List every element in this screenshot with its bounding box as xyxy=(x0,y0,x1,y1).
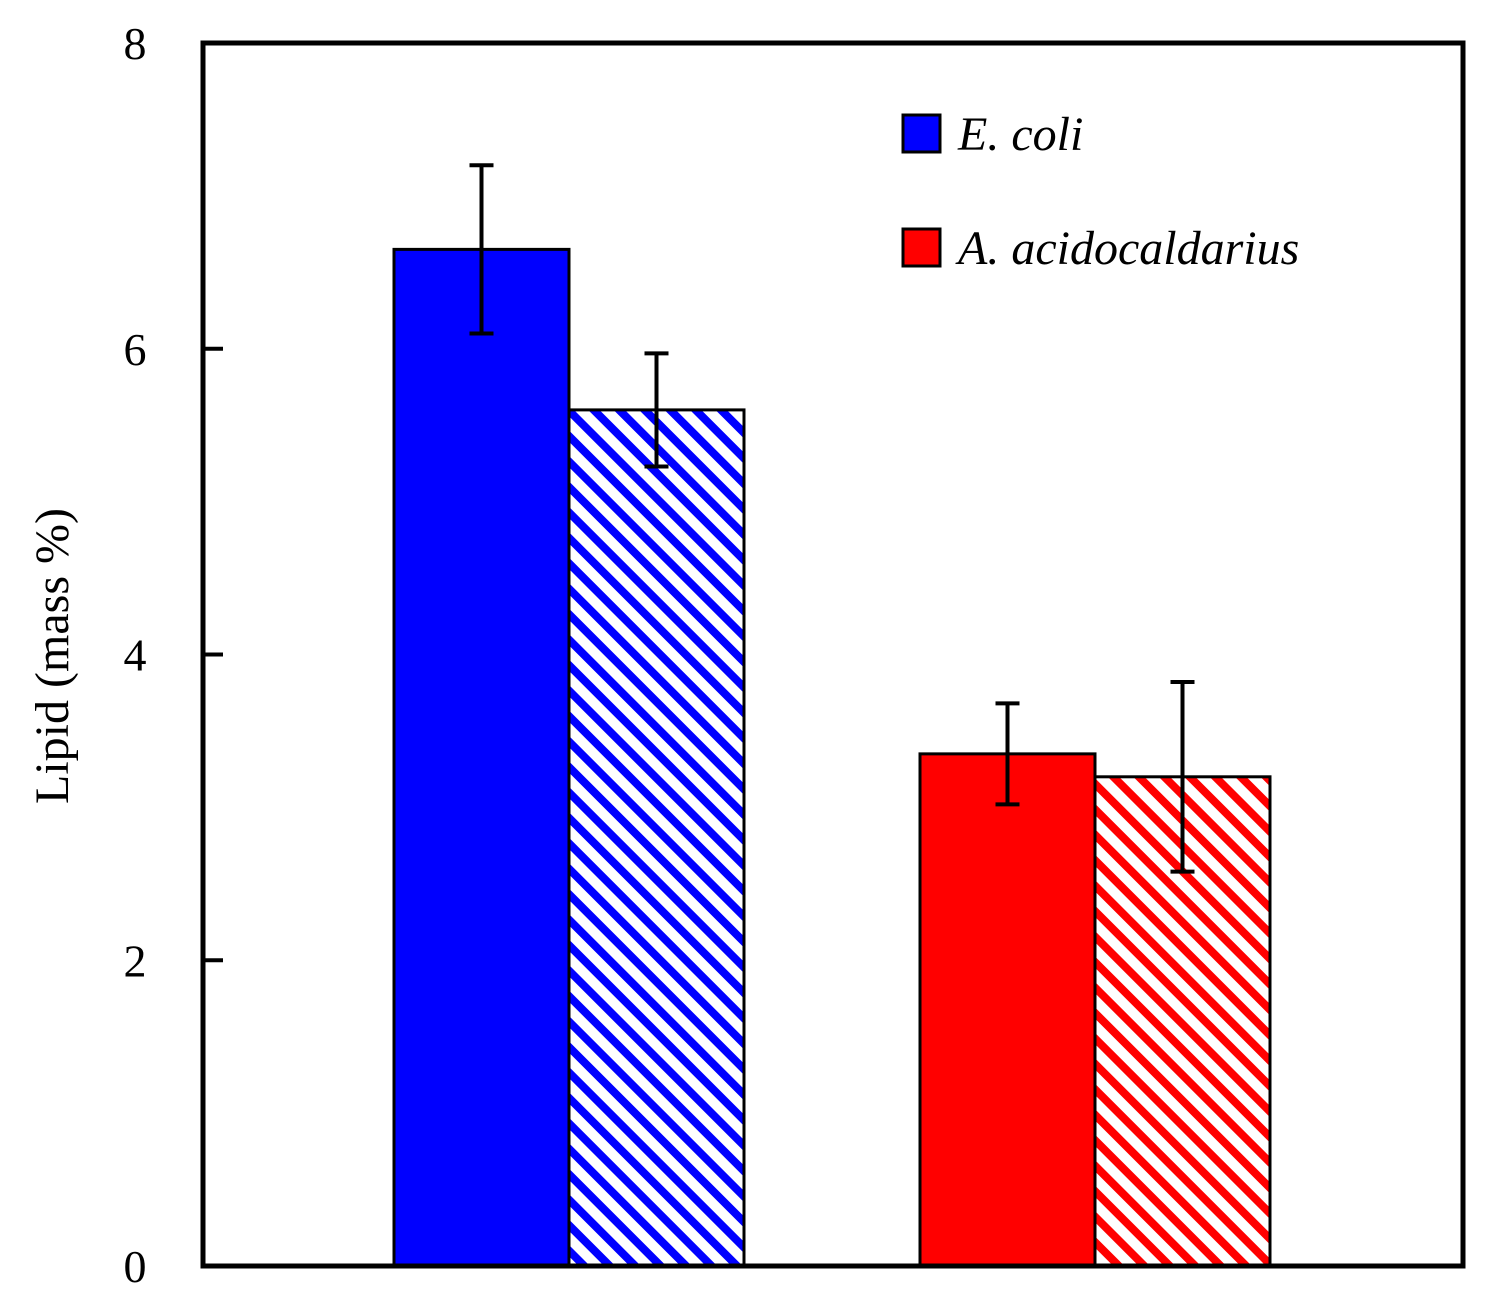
y-tick-label-2: 2 xyxy=(124,935,147,986)
bar-e-coli-hatched xyxy=(567,408,746,1268)
error-bar-a-acidocaldarius-solid xyxy=(995,701,1020,807)
bar-a-acidocaldarius-solid xyxy=(918,752,1097,1268)
bar-e-coli-solid xyxy=(392,247,571,1268)
y-tick-label-0: 0 xyxy=(124,1241,147,1292)
y-tick-label-6: 6 xyxy=(124,324,147,375)
legend-label-e-coli: E. coli xyxy=(957,108,1083,161)
error-bar-e-coli-hatched xyxy=(644,351,669,469)
error-bar-a-acidocaldarius-hatched xyxy=(1170,680,1195,874)
y-axis-title: Lipid (mass %) xyxy=(26,508,79,804)
y-tick-label-8: 8 xyxy=(124,18,147,69)
legend-swatch-e-coli xyxy=(901,113,942,154)
legend: E. coli A. acidocaldarius xyxy=(901,108,1299,275)
legend-swatch-a-acidocaldarius xyxy=(901,227,942,268)
y-tick-label-4: 4 xyxy=(124,630,147,681)
error-bar-e-coli-solid xyxy=(469,163,494,336)
legend-label-a-acidocaldarius: A. acidocaldarius xyxy=(955,222,1299,275)
